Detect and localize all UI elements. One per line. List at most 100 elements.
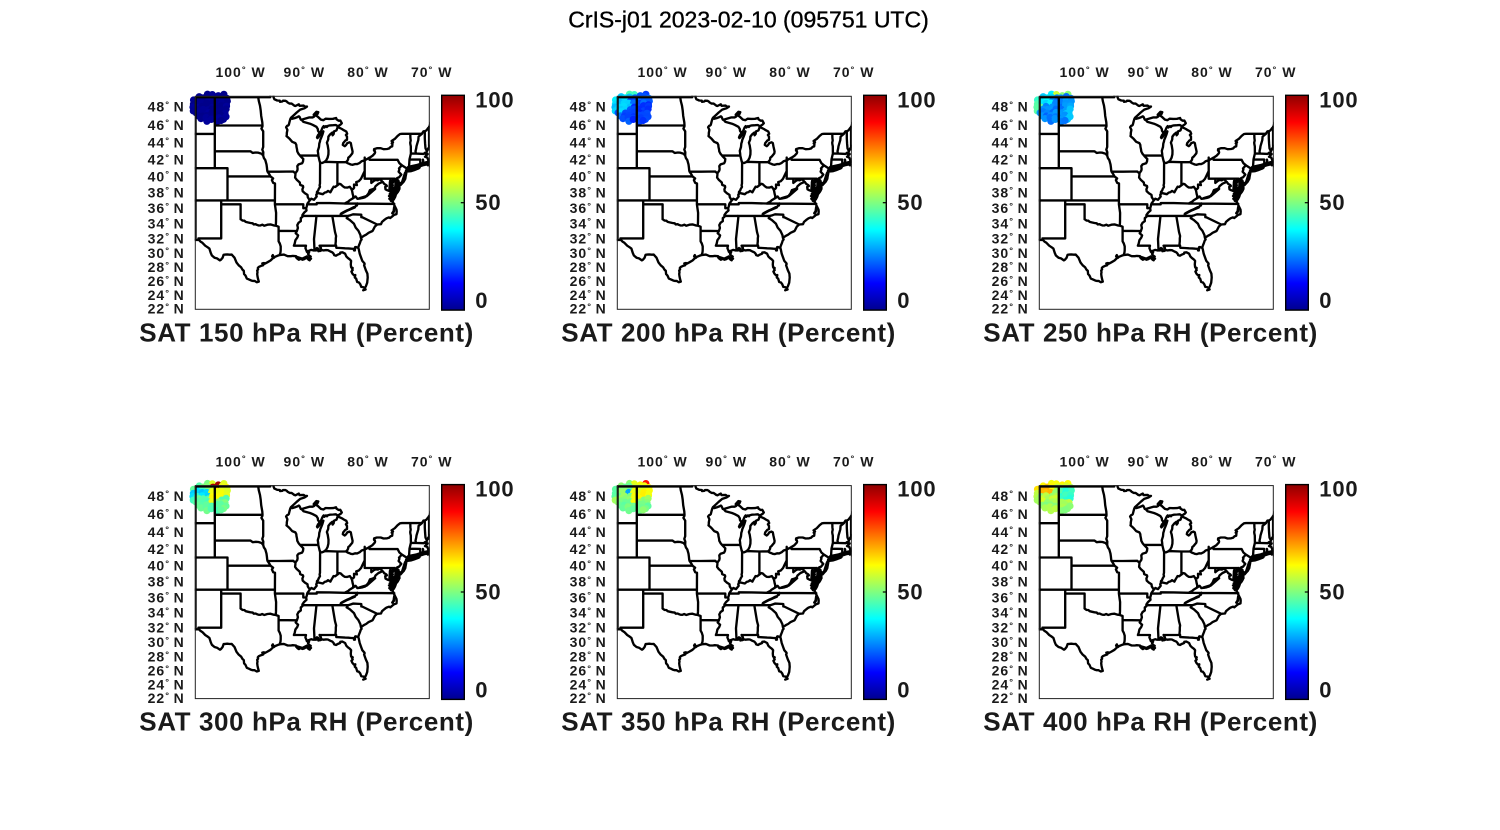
- svg-text:30° N: 30° N: [992, 245, 1029, 261]
- svg-text:26° N: 26° N: [570, 663, 607, 679]
- svg-text:48° N: 48° N: [570, 488, 607, 504]
- svg-text:48° N: 48° N: [992, 488, 1029, 504]
- svg-text:0: 0: [475, 677, 488, 702]
- svg-text:48° N: 48° N: [148, 99, 185, 115]
- svg-text:48° N: 48° N: [570, 99, 607, 115]
- svg-text:42° N: 42° N: [570, 152, 607, 168]
- svg-text:32° N: 32° N: [992, 620, 1029, 636]
- svg-text:26° N: 26° N: [992, 273, 1029, 289]
- svg-text:30° N: 30° N: [148, 634, 185, 650]
- svg-text:90° W: 90° W: [284, 453, 326, 469]
- svg-text:50: 50: [1319, 190, 1345, 215]
- svg-text:34° N: 34° N: [148, 215, 185, 231]
- svg-text:42° N: 42° N: [992, 152, 1029, 168]
- svg-text:70° W: 70° W: [833, 453, 875, 469]
- svg-text:SAT 400 hPa RH (Percent): SAT 400 hPa RH (Percent): [983, 707, 1318, 737]
- svg-text:22° N: 22° N: [570, 690, 607, 706]
- svg-text:38° N: 38° N: [148, 184, 185, 200]
- svg-text:32° N: 32° N: [148, 230, 185, 246]
- svg-text:38° N: 38° N: [148, 574, 185, 590]
- svg-text:CrIS-j01 2023-02-10 (095751 UT: CrIS-j01 2023-02-10 (095751 UTC): [568, 7, 929, 33]
- svg-text:40° N: 40° N: [148, 168, 185, 184]
- svg-text:24° N: 24° N: [570, 287, 607, 303]
- svg-text:100: 100: [1319, 87, 1358, 112]
- svg-text:40° N: 40° N: [148, 558, 185, 574]
- svg-text:50: 50: [1319, 580, 1345, 605]
- svg-text:44° N: 44° N: [992, 135, 1029, 151]
- svg-text:90° W: 90° W: [284, 64, 326, 80]
- svg-text:90° W: 90° W: [1128, 64, 1170, 80]
- svg-text:50: 50: [475, 580, 501, 605]
- svg-text:80° W: 80° W: [347, 64, 389, 80]
- svg-text:24° N: 24° N: [148, 287, 185, 303]
- svg-text:48° N: 48° N: [148, 488, 185, 504]
- svg-text:80° W: 80° W: [769, 453, 811, 469]
- svg-text:24° N: 24° N: [570, 676, 607, 692]
- svg-text:100: 100: [475, 87, 514, 112]
- svg-text:44° N: 44° N: [992, 524, 1029, 540]
- svg-text:42° N: 42° N: [992, 541, 1029, 557]
- svg-text:28° N: 28° N: [148, 649, 185, 665]
- svg-text:22° N: 22° N: [148, 301, 185, 317]
- svg-text:28° N: 28° N: [148, 259, 185, 275]
- svg-text:100° W: 100° W: [215, 453, 265, 469]
- svg-text:100: 100: [1319, 477, 1358, 502]
- svg-text:48° N: 48° N: [992, 99, 1029, 115]
- svg-text:22° N: 22° N: [992, 690, 1029, 706]
- svg-text:24° N: 24° N: [148, 676, 185, 692]
- svg-text:44° N: 44° N: [148, 135, 185, 151]
- svg-text:50: 50: [897, 190, 923, 215]
- svg-text:30° N: 30° N: [570, 245, 607, 261]
- svg-text:34° N: 34° N: [992, 215, 1029, 231]
- svg-text:90° W: 90° W: [706, 453, 748, 469]
- svg-text:32° N: 32° N: [992, 230, 1029, 246]
- svg-text:0: 0: [897, 288, 910, 313]
- svg-text:40° N: 40° N: [992, 168, 1029, 184]
- svg-text:0: 0: [897, 677, 910, 702]
- svg-text:SAT 300 hPa RH (Percent): SAT 300 hPa RH (Percent): [139, 707, 474, 737]
- svg-text:30° N: 30° N: [992, 634, 1029, 650]
- svg-text:34° N: 34° N: [992, 605, 1029, 621]
- svg-text:0: 0: [1319, 288, 1332, 313]
- svg-text:36° N: 36° N: [570, 589, 607, 605]
- svg-text:70° W: 70° W: [1255, 453, 1297, 469]
- svg-text:42° N: 42° N: [148, 541, 185, 557]
- svg-text:36° N: 36° N: [992, 589, 1029, 605]
- svg-text:36° N: 36° N: [992, 200, 1029, 216]
- svg-text:22° N: 22° N: [148, 690, 185, 706]
- svg-text:34° N: 34° N: [148, 605, 185, 621]
- svg-text:90° W: 90° W: [1128, 453, 1170, 469]
- svg-text:0: 0: [1319, 677, 1332, 702]
- svg-text:SAT 350 hPa RH (Percent): SAT 350 hPa RH (Percent): [561, 707, 896, 737]
- svg-text:26° N: 26° N: [148, 663, 185, 679]
- svg-text:40° N: 40° N: [570, 558, 607, 574]
- svg-text:44° N: 44° N: [570, 135, 607, 151]
- svg-text:70° W: 70° W: [1255, 64, 1297, 80]
- svg-text:42° N: 42° N: [570, 541, 607, 557]
- svg-text:24° N: 24° N: [992, 676, 1029, 692]
- svg-text:34° N: 34° N: [570, 605, 607, 621]
- svg-text:40° N: 40° N: [570, 168, 607, 184]
- svg-text:100° W: 100° W: [1059, 64, 1109, 80]
- svg-text:24° N: 24° N: [992, 287, 1029, 303]
- svg-text:80° W: 80° W: [1191, 64, 1233, 80]
- svg-text:22° N: 22° N: [570, 301, 607, 317]
- svg-text:46° N: 46° N: [148, 117, 185, 133]
- svg-text:70° W: 70° W: [411, 64, 453, 80]
- svg-text:32° N: 32° N: [570, 230, 607, 246]
- svg-text:100: 100: [897, 477, 936, 502]
- svg-text:38° N: 38° N: [992, 574, 1029, 590]
- svg-text:22° N: 22° N: [992, 301, 1029, 317]
- svg-text:28° N: 28° N: [992, 649, 1029, 665]
- svg-text:100° W: 100° W: [637, 453, 687, 469]
- svg-text:100° W: 100° W: [215, 64, 265, 80]
- svg-text:36° N: 36° N: [570, 200, 607, 216]
- svg-text:34° N: 34° N: [570, 215, 607, 231]
- svg-text:30° N: 30° N: [148, 245, 185, 261]
- svg-text:0: 0: [475, 288, 488, 313]
- svg-text:50: 50: [897, 580, 923, 605]
- svg-text:90° W: 90° W: [706, 64, 748, 80]
- svg-text:38° N: 38° N: [570, 184, 607, 200]
- svg-text:26° N: 26° N: [148, 273, 185, 289]
- svg-text:38° N: 38° N: [570, 574, 607, 590]
